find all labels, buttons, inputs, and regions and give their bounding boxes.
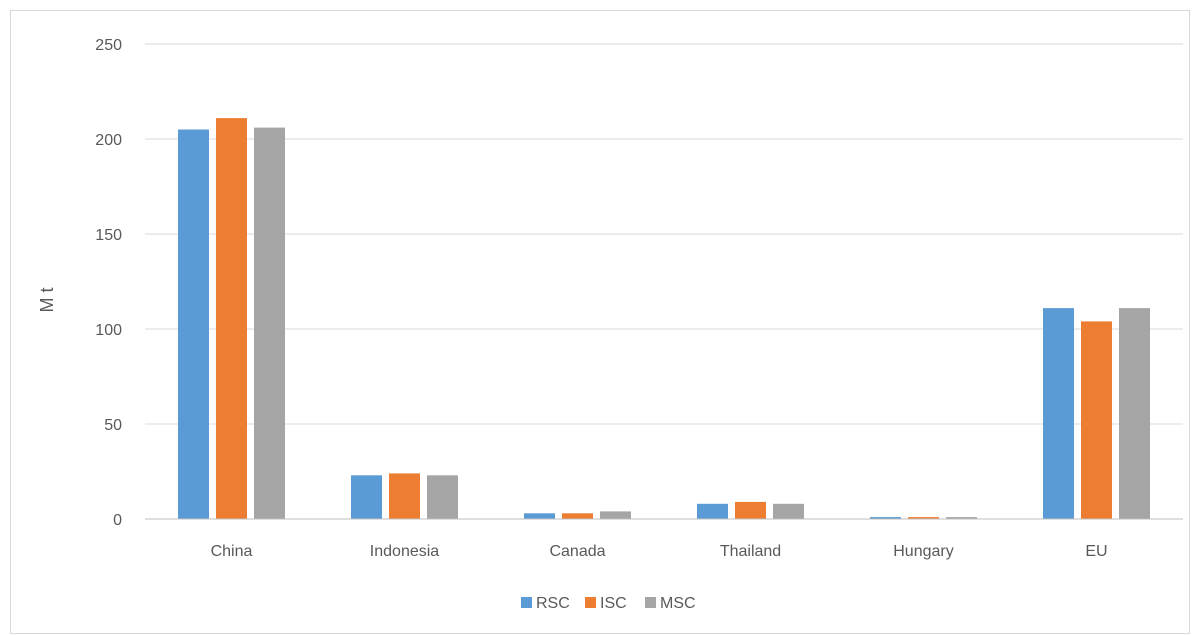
bar-msc-hungary xyxy=(946,517,977,519)
x-tick-label: EU xyxy=(1085,543,1107,560)
gridlines xyxy=(145,43,1183,425)
x-tick-label: Hungary xyxy=(893,543,953,560)
x-tick-label: Canada xyxy=(549,543,605,560)
bar-rsc-hungary xyxy=(870,517,901,519)
bar-rsc-indonesia xyxy=(351,475,382,519)
legend-label: MSC xyxy=(660,595,696,612)
y-tick-label: 50 xyxy=(104,417,122,434)
legend-swatch xyxy=(521,597,532,608)
y-tick-label: 150 xyxy=(95,227,122,244)
bar-isc-thailand xyxy=(735,501,766,519)
y-tick-label: 100 xyxy=(95,322,122,339)
x-tick-label: Thailand xyxy=(720,543,781,560)
bar-msc-eu xyxy=(1119,308,1150,519)
legend-item-rsc: RSC xyxy=(521,595,570,612)
bar-msc-indonesia xyxy=(427,475,458,519)
bar-rsc-canada xyxy=(524,513,555,519)
y-tick-label: 200 xyxy=(95,132,122,149)
legend: RSC ISC MSC xyxy=(521,595,696,612)
bar-isc-eu xyxy=(1081,321,1112,519)
bar-isc-indonesia xyxy=(389,473,420,519)
y-axis-title: M t xyxy=(37,288,57,313)
y-tick-label: 0 xyxy=(113,512,122,529)
bar-msc-canada xyxy=(600,511,631,519)
legend-label: RSC xyxy=(536,595,570,612)
y-tick-label: 250 xyxy=(95,37,122,54)
legend-item-msc: MSC xyxy=(645,595,696,612)
bar-rsc-thailand xyxy=(697,503,728,519)
bar-rsc-eu xyxy=(1043,308,1074,519)
legend-item-isc: ISC xyxy=(585,595,627,612)
bar-msc-china xyxy=(254,127,285,519)
x-tick-label: China xyxy=(211,543,253,560)
x-tick-label: Indonesia xyxy=(370,543,439,560)
bar-isc-china xyxy=(216,118,247,519)
bar-msc-thailand xyxy=(773,503,804,519)
bars xyxy=(178,118,1150,519)
legend-swatch xyxy=(645,597,656,608)
axes: 0 50 100 150 200 250 China Indonesia Canada Thail… xyxy=(95,37,1183,560)
legend-label: ISC xyxy=(600,595,627,612)
legend-swatch xyxy=(585,597,596,608)
bar-isc-hungary xyxy=(908,517,939,519)
bar-rsc-china xyxy=(178,129,209,519)
bar-isc-canada xyxy=(562,513,593,519)
